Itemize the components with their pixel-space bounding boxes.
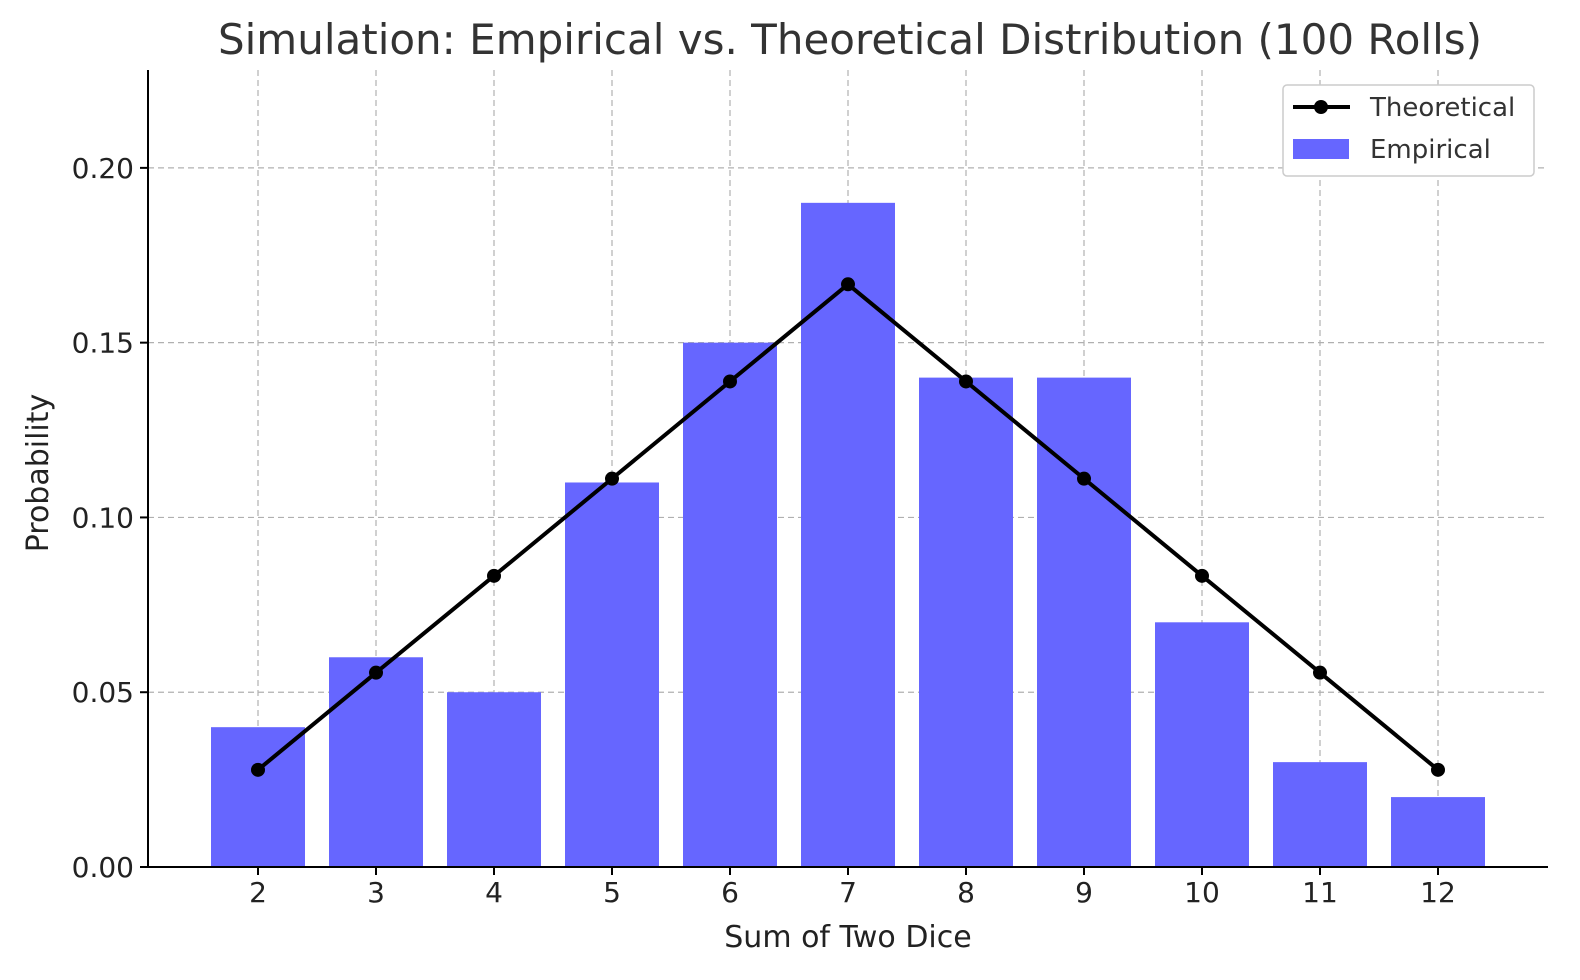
x-tick-label: 5 — [603, 876, 621, 909]
bar-empirical-4 — [447, 692, 541, 867]
bar-empirical-11 — [1273, 762, 1367, 867]
bar-empirical-9 — [1037, 377, 1131, 867]
theoretical-point-10 — [1195, 568, 1209, 583]
legend: Theoretical Empirical — [1282, 84, 1535, 177]
x-tick-label: 6 — [721, 876, 739, 909]
x-tick-label: 9 — [1075, 876, 1093, 909]
line-layer — [251, 277, 1445, 777]
theoretical-point-8 — [959, 374, 973, 389]
legend-theoretical-marker — [1314, 100, 1328, 114]
legend-empirical-label: Empirical — [1370, 135, 1491, 165]
x-tick-label: 11 — [1302, 876, 1338, 909]
bar-empirical-5 — [565, 482, 659, 867]
theoretical-point-3 — [369, 665, 383, 680]
bar-empirical-8 — [919, 377, 1013, 867]
x-axis-label: Sum of Two Dice — [724, 920, 971, 955]
y-tick-label: 0.00 — [72, 851, 134, 884]
bar-empirical-3 — [329, 657, 423, 867]
theoretical-point-2 — [251, 762, 265, 777]
y-tick-label: 0.10 — [72, 501, 134, 534]
y-tick-label: 0.05 — [72, 676, 134, 709]
bars-layer — [211, 202, 1485, 868]
bar-empirical-2 — [211, 727, 305, 867]
theoretical-point-7 — [841, 277, 855, 292]
ticks-layer: 0.00 0.05 0.10 0.15 0.20 2 3 4 5 6 7 8 9 10 11 12 — [72, 152, 1456, 909]
legend-empirical-swatch — [1293, 139, 1349, 159]
x-tick-label: 7 — [839, 876, 857, 909]
theoretical-point-9 — [1077, 471, 1091, 486]
theoretical-point-4 — [487, 568, 501, 583]
theoretical-point-12 — [1431, 762, 1445, 777]
theoretical-point-6 — [723, 374, 737, 389]
y-tick-label: 0.20 — [72, 152, 134, 185]
x-tick-label: 2 — [249, 876, 267, 909]
x-tick-label: 4 — [485, 876, 503, 909]
bar-empirical-12 — [1391, 797, 1485, 867]
y-axis-label: Probability — [21, 394, 56, 553]
x-tick-label: 8 — [957, 876, 975, 909]
bar-empirical-6 — [683, 342, 777, 867]
theoretical-point-11 — [1313, 665, 1327, 680]
bar-empirical-10 — [1155, 622, 1249, 867]
theoretical-point-5 — [605, 471, 619, 486]
bar-empirical-7 — [801, 202, 895, 868]
x-tick-label: 3 — [367, 876, 385, 909]
legend-theoretical-label: Theoretical — [1369, 93, 1515, 123]
chart-title: Simulation: Empirical vs. Theoretical Di… — [218, 15, 1482, 64]
x-tick-label: 12 — [1420, 876, 1456, 909]
y-tick-label: 0.15 — [72, 327, 134, 360]
x-tick-label: 10 — [1184, 876, 1220, 909]
